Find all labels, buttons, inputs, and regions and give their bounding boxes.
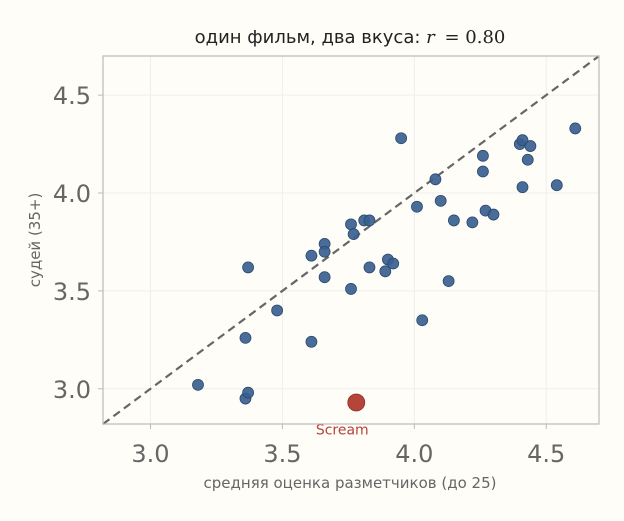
data-point: [242, 261, 255, 274]
data-point: [192, 378, 204, 391]
data-point: [363, 214, 376, 227]
y-tick-label: 3.5: [53, 278, 91, 306]
highlight-point: [347, 393, 366, 412]
data-point: [347, 228, 360, 241]
data-point: [395, 132, 408, 145]
data-point: [516, 181, 529, 194]
y-tick-label: 4.5: [53, 82, 91, 110]
y-tick-label: 4.0: [53, 180, 91, 208]
plot-frame: [102, 55, 600, 425]
x-tick-label: 3.5: [263, 440, 301, 468]
x-axis-label: средняя оценка разметчиков (до 25): [204, 474, 497, 492]
x-tick-label: 3.0: [131, 440, 169, 468]
data-point: [569, 122, 582, 135]
data-point: [305, 335, 318, 348]
data-point: [411, 200, 423, 213]
data-point: [363, 261, 376, 274]
data-point: [242, 386, 255, 399]
data-point: [516, 134, 529, 147]
data-point: [477, 165, 489, 178]
data-point: [271, 304, 284, 317]
x-tick-label: 4.0: [395, 440, 433, 468]
x-tick-label: 4.5: [527, 440, 565, 468]
data-point: [521, 153, 534, 166]
data-point: [550, 179, 563, 192]
reference-layer: [102, 55, 600, 425]
data-point: [442, 275, 455, 288]
chart-title: один фильм, два вкуса: r = 0.80: [195, 27, 506, 48]
highlight-label: Scream: [316, 422, 369, 438]
title-r-value: = 0.80: [444, 27, 505, 48]
point-layer: Scream: [192, 122, 582, 438]
title-text: один фильм, два вкуса:: [195, 27, 427, 48]
reference-line: [102, 55, 600, 425]
data-point: [387, 257, 400, 270]
data-point: [416, 314, 429, 327]
data-point: [429, 173, 442, 186]
data-point: [487, 208, 500, 221]
data-point: [345, 218, 357, 231]
data-point: [447, 214, 460, 227]
data-point: [524, 140, 537, 152]
y-axis-label: судей (35+): [26, 193, 44, 288]
data-point: [434, 194, 447, 207]
data-point: [305, 249, 318, 262]
data-point: [318, 245, 331, 258]
title-r-symbol: r: [426, 27, 436, 48]
data-point: [318, 271, 331, 284]
tick-layer: 3.0 3.5 4.0 4.5 3.0 3.5 4.0 4.5: [53, 82, 565, 468]
data-point: [345, 283, 357, 295]
data-point: [239, 331, 252, 344]
y-tick-label: 3.0: [53, 376, 91, 404]
data-point: [477, 149, 489, 162]
data-point: [466, 216, 479, 229]
data-point: [379, 265, 392, 278]
